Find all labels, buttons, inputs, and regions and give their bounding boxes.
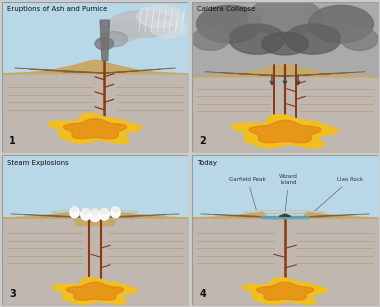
Ellipse shape [105,22,142,41]
Ellipse shape [341,28,378,50]
Ellipse shape [78,211,112,214]
Ellipse shape [112,207,119,212]
Ellipse shape [196,5,262,43]
Text: Garfield Peak: Garfield Peak [229,177,266,210]
Polygon shape [52,278,138,304]
Polygon shape [231,115,338,148]
Ellipse shape [229,24,285,54]
Polygon shape [256,282,314,300]
Text: Steam Explosions: Steam Explosions [8,160,69,165]
Text: 4: 4 [200,290,206,299]
Text: 3: 3 [10,290,16,299]
Ellipse shape [81,209,91,220]
Ellipse shape [101,208,108,214]
Text: Llao Rock: Llao Rock [315,177,363,211]
Polygon shape [2,60,188,74]
Ellipse shape [95,38,114,50]
Ellipse shape [82,208,89,214]
Ellipse shape [70,207,79,218]
Ellipse shape [248,0,322,35]
Polygon shape [249,120,321,143]
Text: Caldera Collapse: Caldera Collapse [198,6,256,12]
Text: 1: 1 [10,136,16,146]
Polygon shape [192,212,378,218]
Text: Wizard
Island: Wizard Island [279,174,298,211]
Ellipse shape [91,209,99,215]
Ellipse shape [99,209,109,220]
Polygon shape [63,119,127,139]
Ellipse shape [308,5,374,43]
Ellipse shape [111,207,120,218]
Text: 2: 2 [200,136,206,146]
Text: Eruptions of Ash and Pumice: Eruptions of Ash and Pumice [8,6,108,12]
Polygon shape [279,214,291,216]
Polygon shape [48,113,142,143]
Ellipse shape [109,10,174,38]
Ellipse shape [285,24,341,54]
Polygon shape [242,278,328,304]
Polygon shape [66,282,124,300]
Ellipse shape [76,213,115,216]
Ellipse shape [262,32,308,55]
Text: Today: Today [198,160,217,165]
Ellipse shape [100,32,128,47]
Polygon shape [2,212,188,226]
Ellipse shape [89,209,101,222]
Ellipse shape [73,216,117,218]
Ellipse shape [71,207,78,212]
Ellipse shape [137,5,184,28]
Ellipse shape [151,20,188,38]
Polygon shape [192,65,378,77]
Ellipse shape [192,28,229,50]
